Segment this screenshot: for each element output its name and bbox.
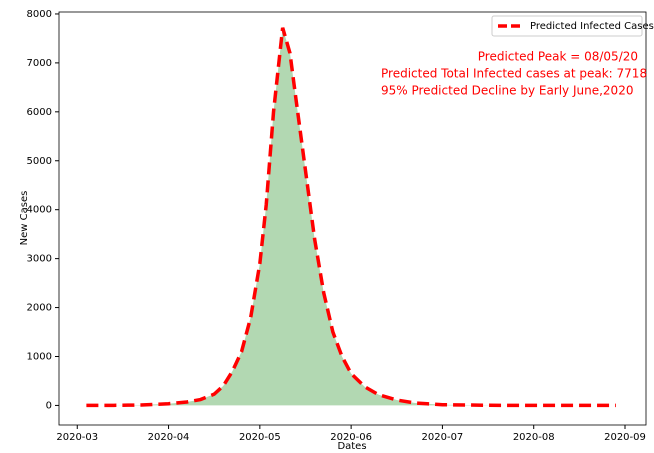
x-tick-label: 2020-03: [56, 432, 98, 443]
x-tick-label: 2020-08: [513, 432, 555, 443]
y-tick-label: 0: [46, 400, 52, 411]
y-tick-label: 2000: [27, 303, 52, 314]
legend-label: Predicted Infected Cases: [530, 21, 654, 32]
annotation: 95% Predicted Decline by Early June,2020: [381, 84, 633, 98]
y-axis-label: New Cases: [19, 191, 30, 246]
x-tick-label: 2020-05: [239, 432, 281, 443]
y-tick-label: 5000: [27, 156, 52, 167]
plot-frame: [58, 11, 647, 426]
legend: Predicted Infected Cases: [491, 15, 654, 37]
y-tick-label: 3000: [27, 254, 52, 265]
x-axis-label: Dates: [337, 441, 366, 452]
x-tick-label: 2020-04: [148, 432, 190, 443]
x-tick-label: 2020-07: [422, 432, 464, 443]
annotation: Predicted Peak = 08/05/20: [478, 50, 638, 64]
annotation: Predicted Total Infected cases at peak: …: [381, 67, 647, 81]
y-tick-label: 7000: [27, 58, 52, 69]
y-tick-label: 8000: [27, 9, 52, 20]
x-tick-label: 2020-09: [604, 432, 646, 443]
y-tick-label: 1000: [27, 351, 52, 362]
x-tick-label: 2020-06: [330, 432, 372, 443]
y-tick-label: 4000: [27, 205, 52, 216]
y-tick-label: 6000: [27, 107, 52, 118]
line: [86, 27, 616, 408]
legend-box: [491, 15, 643, 37]
